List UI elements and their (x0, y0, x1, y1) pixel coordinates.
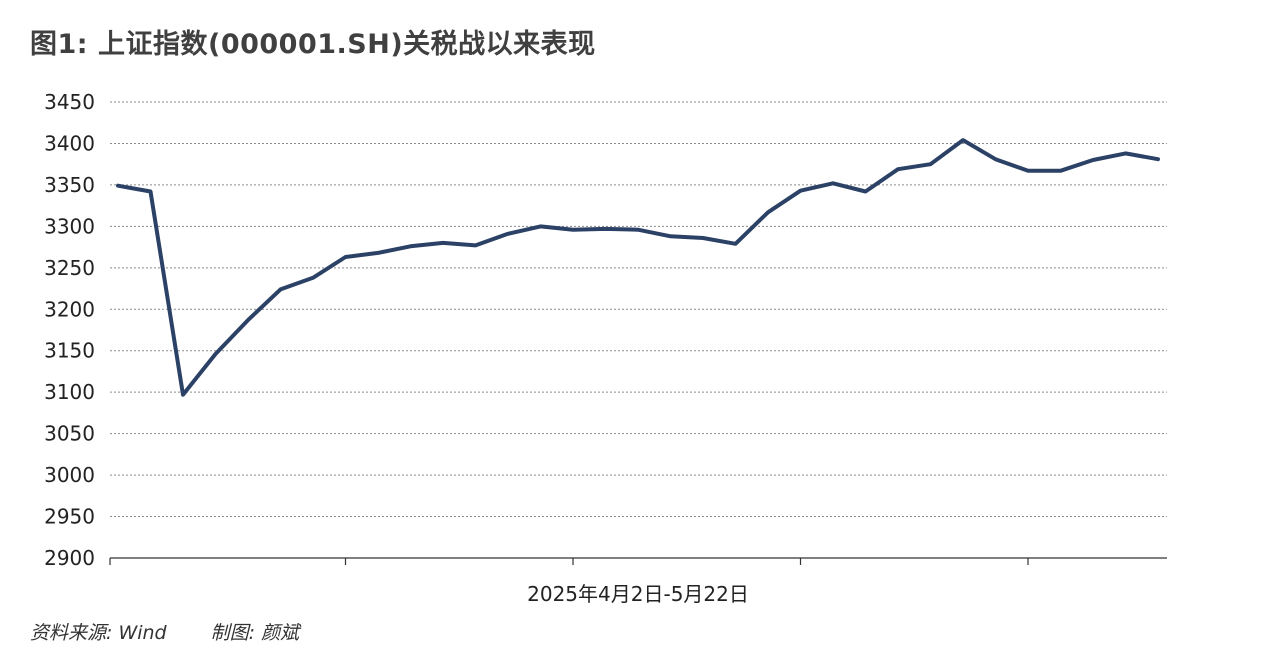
y-axis-tick-labels: 2900 2950 3000 3050 3100 3150 3200 3250 3300 3350… (44, 90, 95, 570)
y-tick-label: 3400 (44, 131, 95, 155)
source-note: 资料来源: Wind (30, 622, 167, 644)
chart-footer: 资料来源: Wind 制图: 颜斌 (30, 618, 299, 645)
y-tick-label: 3200 (44, 297, 95, 321)
author-note: 制图: 颜斌 (210, 622, 300, 644)
x-axis-label: 2025年4月2日-5月22日 (527, 582, 749, 606)
y-tick-label: 3100 (44, 380, 95, 404)
series-lines (116, 138, 1160, 397)
y-tick-label: 2950 (44, 505, 95, 529)
y-tick-label: 3150 (44, 339, 95, 363)
y-tick-label: 3050 (44, 422, 95, 446)
grid-lines (110, 101, 1167, 518)
series-line (116, 138, 1160, 397)
x-axis (109, 557, 1167, 565)
chart-title: 图1: 上证指数(000001.SH)关税战以来表现 (30, 29, 596, 60)
y-tick-label: 3250 (44, 256, 95, 280)
y-tick-label: 3350 (44, 173, 95, 197)
y-tick-label: 2900 (44, 546, 95, 570)
y-tick-label: 3000 (44, 463, 95, 487)
y-tick-label: 3300 (44, 214, 95, 238)
y-tick-label: 3450 (44, 90, 95, 114)
